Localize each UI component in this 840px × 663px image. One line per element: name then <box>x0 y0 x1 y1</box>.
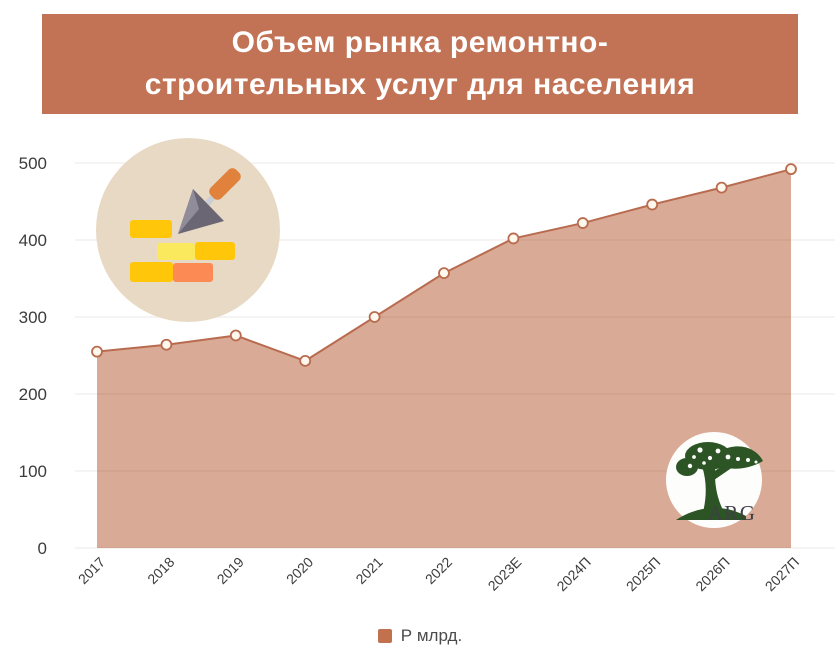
y-axis-tick-label: 500 <box>19 154 47 173</box>
x-axis-tick-label: 2020 <box>283 554 316 587</box>
trowel-icon <box>178 168 241 234</box>
x-axis-tick-label: 2023Е <box>485 554 525 594</box>
data-point-marker <box>646 198 659 211</box>
chart-legend: Р млрд. <box>0 626 840 646</box>
legend-swatch <box>377 629 392 643</box>
bricks-icon <box>130 220 235 282</box>
chart-title-line-1: Объем рынка ремонтно- <box>231 26 609 59</box>
x-axis-tick-label: 2027П <box>762 554 802 594</box>
x-axis-tick-label: 2025П <box>623 554 663 594</box>
y-axis-tick-label: 400 <box>19 231 47 250</box>
y-axis-tick-label: 300 <box>19 308 47 327</box>
brick-yellow-middle <box>157 243 195 260</box>
data-point-marker <box>507 232 520 245</box>
tree-speckles <box>687 447 758 469</box>
data-point-marker <box>91 345 103 358</box>
construction-icon <box>96 138 280 322</box>
brick-gold-middle <box>195 242 235 260</box>
x-axis-tick-label: 2026П <box>692 554 732 594</box>
x-axis-tick-label: 2024П <box>553 554 593 594</box>
data-point-marker <box>715 181 728 194</box>
data-point-marker <box>785 163 797 176</box>
chart-title-band: Объем рынка ремонтно- строительных услуг… <box>42 14 798 114</box>
x-axis-tick-label: 2022 <box>422 554 455 587</box>
brick-gold-top <box>130 220 172 238</box>
legend-label: Р млрд. <box>400 626 463 645</box>
data-point-marker <box>438 267 450 280</box>
data-point-marker <box>160 338 173 351</box>
data-point-marker <box>229 329 242 342</box>
brick-orange-bottom <box>173 263 213 282</box>
chart-title-line-2: строительных услуг для населения <box>144 68 696 101</box>
x-axis-tick-label: 2021 <box>352 554 385 587</box>
y-axis-tick-label: 0 <box>38 539 47 558</box>
area-fill <box>97 169 791 548</box>
data-point-marker <box>576 217 589 229</box>
trowel-blade-highlight <box>178 189 199 234</box>
y-axis-tick-label: 200 <box>19 385 47 404</box>
x-axis-tick-label: 2018 <box>144 554 177 587</box>
trowel-handle <box>209 168 241 200</box>
data-point-marker <box>299 354 312 367</box>
tree-logo-icon <box>676 442 763 520</box>
y-axis-tick-label: 100 <box>19 462 47 481</box>
x-axis-tick-label: 2017 <box>75 554 108 587</box>
arg-logo: ARG <box>666 432 763 528</box>
area-chart: 0 100 200 300 400 500 2017 2018 2019 2020 2021 2022… <box>19 154 835 594</box>
data-point-marker <box>368 311 381 323</box>
logo-text: ARG <box>708 501 757 525</box>
x-axis-tick-label: 2019 <box>214 554 247 587</box>
brick-gold-bottom <box>130 262 173 282</box>
